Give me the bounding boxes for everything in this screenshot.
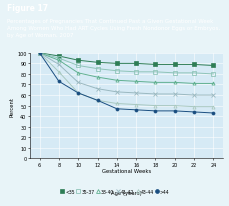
Legend: <35, 35-37, 38-40, 41-42, 43-44, >44: <35, 35-37, 38-40, 41-42, 43-44, >44: [60, 189, 169, 194]
X-axis label: Gestational Weeks: Gestational Weeks: [101, 169, 150, 173]
Text: Percentages of Pregnancies That Continued Past a Given Gestational Week
Among Wo: Percentages of Pregnancies That Continue…: [7, 19, 219, 38]
Text: Figure 17: Figure 17: [7, 4, 48, 13]
Y-axis label: Percent: Percent: [9, 96, 14, 116]
Text: Age (years): Age (years): [111, 190, 141, 195]
